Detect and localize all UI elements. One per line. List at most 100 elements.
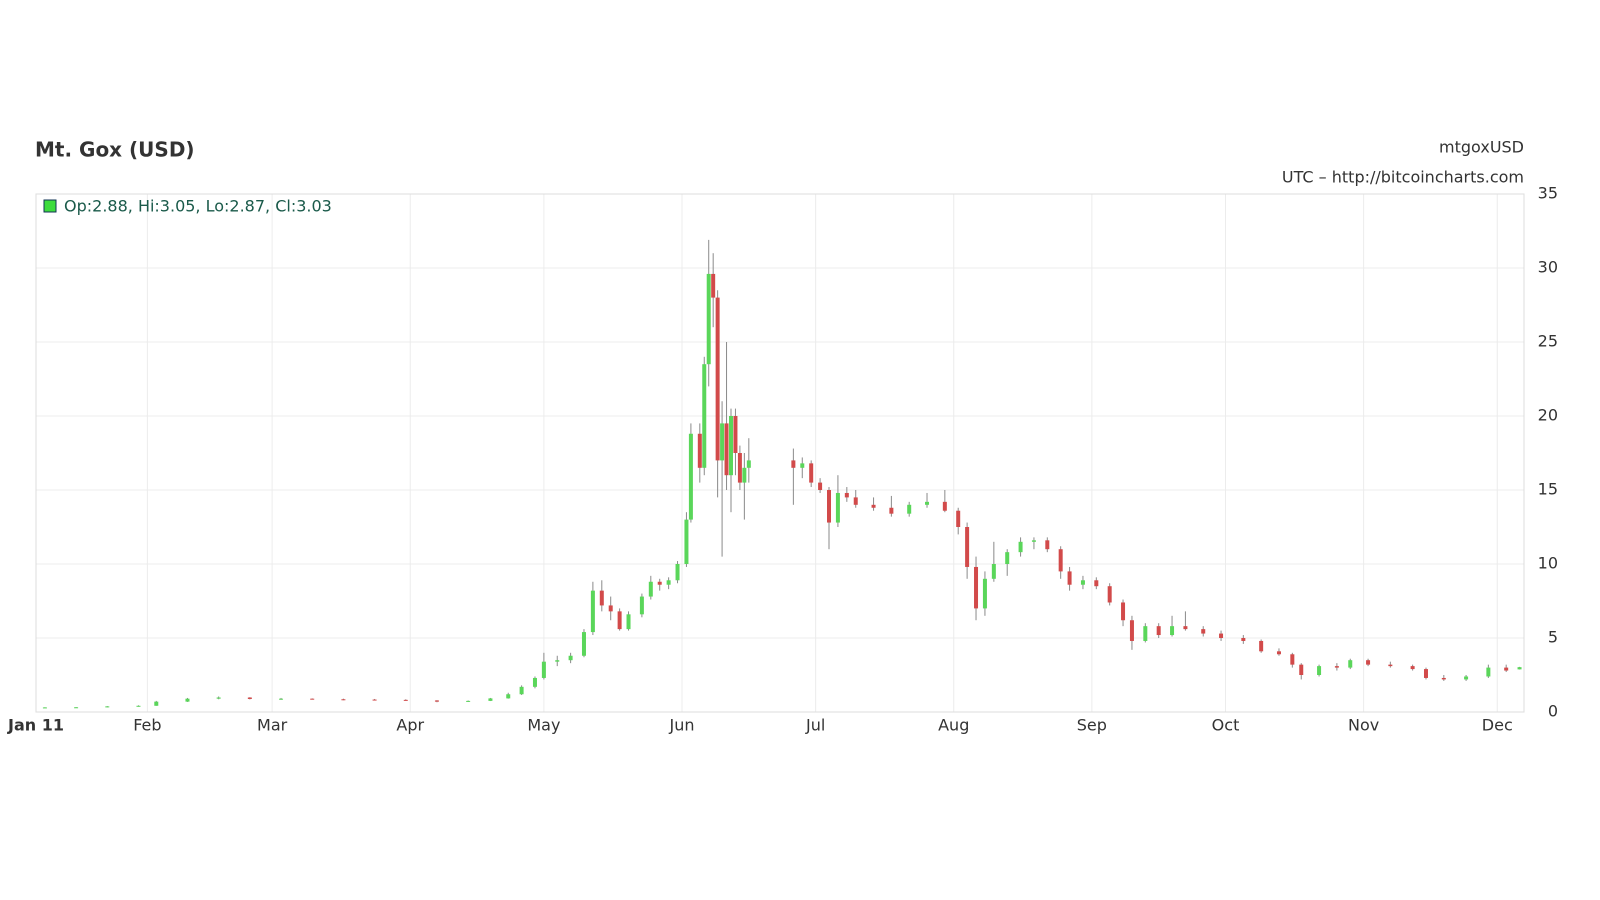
candle-body [889, 507, 894, 514]
y-tick-label: 5 [1548, 628, 1558, 647]
candle-body [1080, 580, 1085, 585]
candle-body [1219, 633, 1224, 638]
candle-body [942, 501, 947, 511]
x-tick-label: Nov [1348, 716, 1379, 735]
candle-body [925, 501, 930, 505]
y-tick-label: 15 [1538, 480, 1558, 499]
candle-body [506, 694, 511, 699]
candle-body [1129, 620, 1134, 641]
candle-body [982, 578, 987, 609]
candle-body [608, 605, 613, 612]
candle-body [372, 699, 377, 701]
candle-body [555, 660, 560, 662]
x-tick-label: Mar [257, 716, 288, 735]
candle-body [697, 433, 702, 468]
candle-body [1156, 626, 1161, 636]
candle-body [1517, 667, 1522, 670]
candle-body [74, 707, 79, 709]
candle-body [1031, 540, 1036, 542]
candle-body [105, 706, 110, 708]
candle-body [737, 453, 742, 483]
candle-body [1143, 626, 1148, 641]
chart-title: Mt. Gox (USD) [35, 138, 195, 162]
x-tick-label: Oct [1212, 716, 1240, 735]
candle-body [965, 527, 970, 567]
x-tick-label: Dec [1482, 716, 1513, 735]
candle-body [853, 497, 858, 505]
candle-body [1201, 629, 1206, 634]
candle-body [1045, 540, 1050, 550]
candle-body [809, 463, 814, 483]
candle-body [403, 699, 408, 701]
candle-body [742, 467, 747, 483]
candle-body [1423, 669, 1428, 678]
candle-body [1170, 626, 1175, 636]
candle-body [1441, 677, 1446, 680]
x-tick-label: Apr [396, 716, 424, 735]
candle-body [154, 701, 159, 706]
candle-body [1334, 666, 1339, 668]
plot-frame [35, 193, 1525, 713]
candle-body [279, 698, 284, 700]
candle-body [216, 697, 221, 699]
candle-body [1058, 549, 1063, 572]
candle-body [791, 460, 796, 468]
candle-body [626, 614, 631, 630]
x-tick-label: Sep [1077, 716, 1107, 735]
candle-body [1464, 676, 1469, 680]
x-tick-label: May [527, 716, 560, 735]
candle-body [488, 698, 493, 701]
candle-body [247, 697, 252, 699]
candle-body [684, 519, 689, 564]
candle-body [956, 510, 961, 527]
candle-body [1388, 664, 1393, 667]
candle-body [42, 707, 47, 709]
grid: 0 5 10 15 20 25 30 35 Jan 11 Feb Mar Apr May Jun Jul Au… [7, 184, 1558, 735]
candle-body [991, 564, 996, 579]
candle-body [800, 463, 805, 468]
x-tick-label: Jan 11 [7, 716, 64, 735]
candle-body [688, 433, 693, 520]
candle-body [1276, 651, 1281, 655]
x-tick-label: Aug [938, 716, 969, 735]
chart-panel [0, 122, 1600, 752]
candle-body [1018, 541, 1023, 553]
candle-body [1241, 638, 1246, 641]
candle-body [724, 423, 729, 476]
candle-body [1366, 660, 1371, 665]
candle-body [1299, 664, 1304, 675]
candle-body [617, 611, 622, 630]
candle-body [720, 423, 725, 461]
x-tick-label: Jun [668, 716, 694, 735]
candle-body [706, 273, 711, 365]
candle-body [599, 590, 604, 606]
candle-body [1005, 552, 1010, 564]
candle-body [1486, 667, 1491, 677]
x-tick-label: Jul [805, 716, 825, 735]
candle-body [136, 705, 141, 707]
candle-body [1348, 660, 1353, 668]
candle-body [581, 632, 586, 656]
candle-body [974, 566, 979, 609]
candle-body [1121, 602, 1126, 621]
candle-body [827, 490, 832, 523]
candle-body [185, 698, 190, 702]
candle-body [1183, 626, 1188, 630]
y-tick-label: 0 [1548, 702, 1558, 721]
candle-body [711, 273, 716, 298]
candles [42, 239, 1522, 709]
y-tick-label: 30 [1538, 258, 1558, 277]
candle-body [1094, 580, 1099, 587]
candle-body [648, 581, 653, 597]
candle-body [1410, 666, 1415, 670]
candle-body [519, 686, 524, 695]
candle-body [657, 581, 662, 585]
candle-body [434, 700, 439, 702]
candle-body [541, 661, 546, 678]
legend-swatch [43, 199, 57, 213]
x-tick-label: Feb [133, 716, 161, 735]
candle-body [733, 416, 738, 453]
candle-body [907, 504, 912, 514]
candle-body [568, 655, 573, 661]
